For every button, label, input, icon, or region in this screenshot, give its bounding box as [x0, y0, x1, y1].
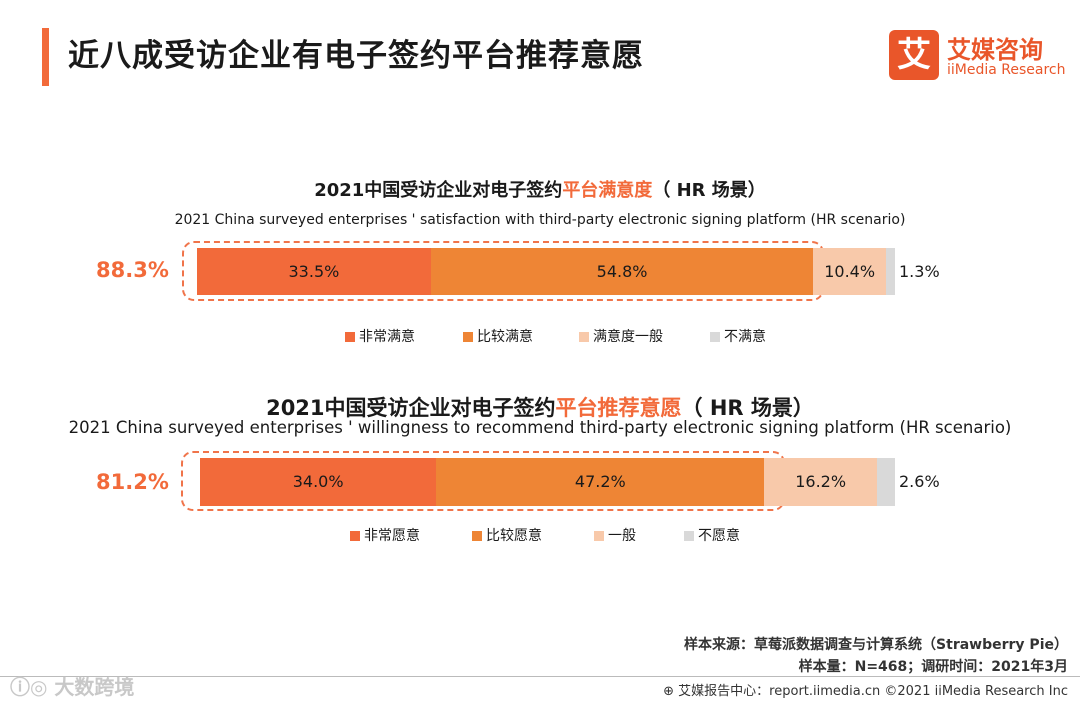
legend-swatch	[345, 332, 355, 342]
chart2-title: 2021中国受访企业对电子签约平台推荐意愿（ HR 场景）	[0, 392, 1080, 422]
watermark: ⓘ◎ 大数跨境	[10, 675, 135, 699]
bar-data-label-1: 34.0%	[292, 472, 344, 491]
bar-segment-1	[200, 458, 437, 506]
bar-segment-2	[430, 248, 814, 295]
legend-swatch	[472, 531, 482, 541]
bar-segment-4	[885, 248, 895, 295]
legend-label: 非常愿意	[364, 528, 420, 544]
legend-swatch	[350, 531, 360, 541]
page-title: 近八成受访企业有电子签约平台推荐意愿	[68, 38, 644, 74]
bar-segment-1	[197, 248, 431, 295]
legend-swatch	[579, 332, 589, 342]
bar-data-label-2: 54.8%	[596, 261, 648, 281]
chart1-title-suffix: （ HR 场景）	[652, 180, 766, 201]
chart2-bar: 34.0% 47.2% 16.2% 2.6%	[200, 458, 940, 506]
chart1-headline: 88.3%	[96, 258, 169, 282]
legend-label: 满意度一般	[593, 329, 663, 345]
bar-segment-2	[436, 458, 765, 506]
title-accent-bar	[42, 28, 49, 86]
chart1-legend: 非常满意 比较满意 满意度一般 不满意	[345, 328, 805, 346]
chart1-title: 2021中国受访企业对电子签约平台满意度（ HR 场景）	[0, 176, 1080, 202]
legend-label: 比较满意	[477, 329, 533, 345]
bar-data-label-3: 10.4%	[824, 261, 876, 281]
bar-segment-4	[876, 458, 895, 506]
logo-icon: 艾	[889, 30, 939, 80]
bar-segment-3	[764, 458, 877, 506]
brand-logo: 艾 艾媒咨询 iiMedia Research	[889, 30, 1069, 82]
legend-label: 不满意	[724, 329, 766, 345]
legend-swatch	[684, 531, 694, 541]
legend-label: 一般	[608, 528, 636, 544]
legend-swatch	[463, 332, 473, 342]
chart1-bar: 33.5% 54.8% 10.4% 1.3%	[197, 248, 940, 295]
legend-swatch	[594, 531, 604, 541]
logo-name-en: iiMedia Research	[947, 62, 1066, 78]
bar-data-label-4: 1.3%	[899, 261, 940, 281]
bar-data-label-3: 16.2%	[795, 472, 847, 491]
legend-label: 非常满意	[359, 329, 415, 345]
chart2-legend: 非常愿意 比较愿意 一般 不愿意	[350, 527, 810, 545]
logo-name-cn: 艾媒咨询	[947, 36, 1043, 64]
chart2-title-highlight: 平台推荐意愿	[555, 396, 682, 420]
chart2-headline: 81.2%	[96, 470, 169, 494]
chart2-title-suffix: （ HR 场景）	[681, 396, 814, 420]
legend-swatch	[710, 332, 720, 342]
bar-data-label-2: 47.2%	[574, 472, 626, 491]
bar-segment-3	[813, 248, 886, 295]
legend-label: 比较愿意	[486, 528, 542, 544]
chart2-subtitle: 2021 China surveyed enterprises ' willin…	[68, 418, 1012, 437]
sample-note: 样本量：N=468；调研时间：2021年3月	[798, 659, 1068, 675]
bar-data-label-4: 2.6%	[899, 472, 940, 491]
legend-label: 不愿意	[698, 528, 740, 544]
footer-divider	[0, 676, 1080, 677]
source-note: 样本来源：草莓派数据调查与计算系统（Strawberry Pie）	[684, 637, 1068, 653]
footer-credit: ⊕ 艾媒报告中心：report.iimedia.cn ©2021 iiMedia…	[663, 684, 1068, 699]
chart1-title-highlight: 平台满意度	[562, 180, 653, 201]
bar-data-label-1: 33.5%	[288, 261, 340, 281]
chart1-subtitle: 2021 China surveyed enterprises ' satisf…	[174, 212, 906, 228]
chart1-title-prefix: 2021中国受访企业对电子签约	[314, 180, 563, 201]
chart2-title-prefix: 2021中国受访企业对电子签约	[266, 396, 556, 420]
